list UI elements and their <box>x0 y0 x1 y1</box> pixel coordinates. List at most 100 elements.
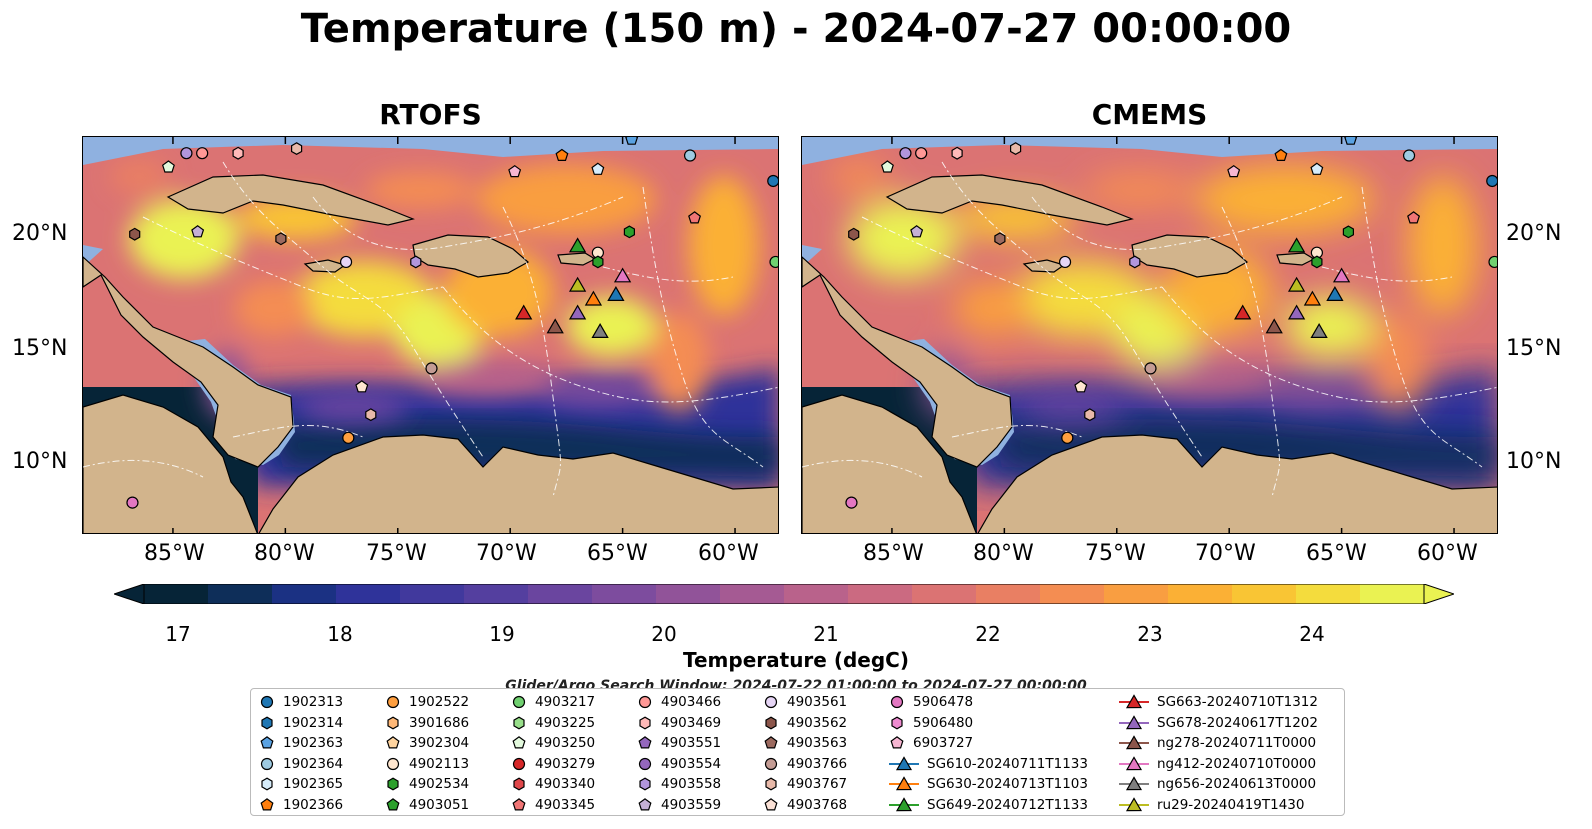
glider-marker <box>584 290 603 306</box>
legend-label: 4903559 <box>661 797 722 813</box>
legend-label: 4903051 <box>409 797 470 813</box>
float-marker <box>365 408 377 422</box>
float-marker <box>951 146 963 160</box>
legend-label: 4902113 <box>409 755 470 772</box>
legend-item: 1902364 <box>259 756 343 772</box>
land <box>557 252 597 266</box>
float-marker <box>355 380 369 393</box>
legend-item: 4903279 <box>511 756 595 772</box>
legend-item: ng656-20240613T0000 <box>1119 776 1316 792</box>
legend-label: 4903767 <box>787 776 848 793</box>
glider-legend-icon <box>1119 694 1149 709</box>
float-marker <box>555 148 569 161</box>
lon-label-70-right: 70°W <box>1195 541 1256 566</box>
colorbar-tick-label: 19 <box>489 622 515 646</box>
warm-patch <box>1259 376 1380 407</box>
warm-patch <box>688 175 759 316</box>
legend-triangle <box>1125 776 1143 791</box>
float-marker <box>592 255 604 269</box>
legend-item: 4903551 <box>637 735 721 751</box>
glider-marker <box>1310 322 1328 338</box>
legend-label: 4903766 <box>787 755 848 772</box>
legend-marker <box>513 777 525 791</box>
legend-item: 1902363 <box>259 735 343 751</box>
colorbar-segment <box>208 584 273 604</box>
legend-marker <box>386 757 400 770</box>
warm-patch <box>1407 175 1478 316</box>
land <box>1022 259 1066 273</box>
boundary-line <box>1031 196 1343 251</box>
float-marker <box>848 227 860 241</box>
float-marker <box>1084 408 1096 422</box>
land <box>83 256 294 468</box>
warm-patch <box>1285 296 1376 357</box>
legend-item: 4903562 <box>763 715 847 731</box>
legend-item: 6903727 <box>889 735 973 751</box>
glider-legend-icon <box>889 797 919 812</box>
legend-label: SG663-20240710T1312 <box>1157 694 1318 710</box>
float-marker <box>425 362 438 375</box>
legend-label: 1902522 <box>409 694 470 710</box>
float-marker <box>1129 255 1141 269</box>
legend-marker <box>261 777 273 791</box>
legend-label: 1902364 <box>283 755 344 772</box>
float-marker <box>1311 255 1323 269</box>
land <box>802 256 1013 468</box>
colorbar-segment <box>1232 584 1297 604</box>
colorbar <box>114 584 1454 604</box>
legend-label: 4902534 <box>409 776 470 793</box>
legend-label: 4903561 <box>787 694 848 710</box>
warm-patch <box>365 172 476 209</box>
colorbar-segment <box>400 584 465 604</box>
float-legend-icon <box>765 777 777 791</box>
legend-label: ng412-20240710T0000 <box>1157 755 1317 772</box>
float-legend-icon <box>387 777 399 791</box>
warm-patch <box>540 376 661 407</box>
float-marker <box>291 142 303 155</box>
legend-label: 4903217 <box>535 694 596 710</box>
legend-label: 4903558 <box>661 776 722 793</box>
legend-label: SG649-20240712T1133 <box>927 797 1088 813</box>
legend-marker <box>639 777 651 791</box>
float-marker <box>232 146 244 160</box>
legend-item: 4903051 <box>385 797 469 813</box>
float-legend-icon <box>890 695 904 709</box>
legend-marker <box>639 716 651 730</box>
glider-marker <box>568 276 587 292</box>
float-marker <box>880 160 894 173</box>
legend-item: 4903559 <box>637 797 721 813</box>
float-legend-icon <box>638 757 652 770</box>
legend-marker <box>513 716 525 730</box>
float-marker <box>910 225 924 238</box>
legend-item: SG678-20240617T1202 <box>1119 715 1318 731</box>
legend-item: 4903466 <box>637 694 721 710</box>
boundary-line <box>1221 206 1280 498</box>
colorbar-tick-label: 23 <box>1137 622 1163 646</box>
lat-label-20-left: 20°N <box>12 221 68 246</box>
lat-label-10-left: 10°N <box>12 449 68 474</box>
warm-patch <box>566 296 657 357</box>
legend-marker <box>638 798 652 811</box>
lat-label-15-left: 15°N <box>12 336 68 361</box>
float-marker <box>410 255 422 269</box>
legend-label: 4903551 <box>661 735 722 752</box>
colorbar-segment <box>1168 584 1233 604</box>
legend-label: SG610-20240711T1133 <box>927 755 1088 772</box>
float-legend-icon <box>260 736 274 749</box>
land <box>1131 234 1249 278</box>
float-legend-icon <box>513 716 525 730</box>
float-marker <box>1488 255 1497 269</box>
boundary-line <box>142 216 444 299</box>
colorbar-segment <box>144 584 209 604</box>
colorbar-segment <box>592 584 657 604</box>
float-legend-icon <box>260 798 274 811</box>
float-legend-icon <box>512 695 526 709</box>
float-marker <box>275 232 287 246</box>
float-legend-icon <box>891 716 903 730</box>
float-legend-icon <box>890 736 904 749</box>
glider-marker <box>607 285 625 301</box>
float-legend-icon <box>260 757 274 770</box>
warm-patch <box>1195 164 1376 235</box>
glider-marker <box>1326 285 1344 301</box>
legend-label: 4903563 <box>787 735 848 752</box>
